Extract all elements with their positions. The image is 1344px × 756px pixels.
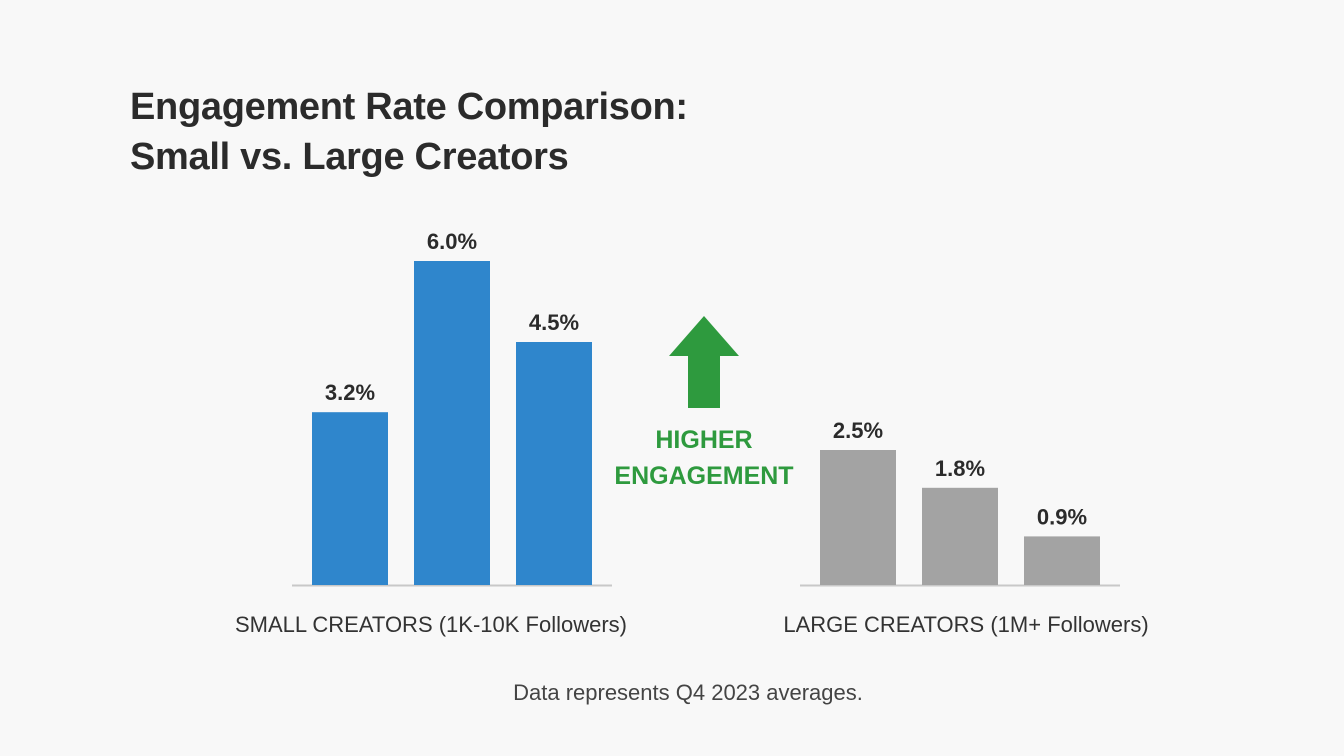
annotation-line-2: ENGAGEMENT <box>614 462 793 490</box>
small-bar-1 <box>312 412 388 585</box>
small-bar-3 <box>516 342 592 585</box>
large-bar-3 <box>1024 536 1100 585</box>
large-bar-2-value-label: 1.8% <box>935 456 985 481</box>
large-bar-3-value-label: 0.9% <box>1037 504 1087 529</box>
annotation-line-1: HIGHER <box>655 426 752 454</box>
large-bar-1-value-label: 2.5% <box>833 418 883 443</box>
small-bar-2 <box>414 261 490 585</box>
large-bar-1 <box>820 450 896 585</box>
chart-title-line-1: Engagement Rate Comparison: <box>130 86 688 128</box>
large-group-label: LARGE CREATORS (1M+ Followers) <box>783 612 1148 637</box>
large-bar-2 <box>922 487 998 585</box>
small-bar-2-value-label: 6.0% <box>427 229 477 254</box>
small-bar-1-value-label: 3.2% <box>325 380 375 405</box>
chart-title-line-2: Small vs. Large Creators <box>130 136 569 178</box>
chart-title: Engagement Rate Comparison: Small vs. La… <box>130 82 688 182</box>
footnote: Data represents Q4 2023 averages. <box>513 680 863 705</box>
small-bar-3-value-label: 4.5% <box>529 310 579 335</box>
small-group-label: SMALL CREATORS (1K-10K Followers) <box>235 612 627 637</box>
up-arrow-icon <box>669 316 739 408</box>
